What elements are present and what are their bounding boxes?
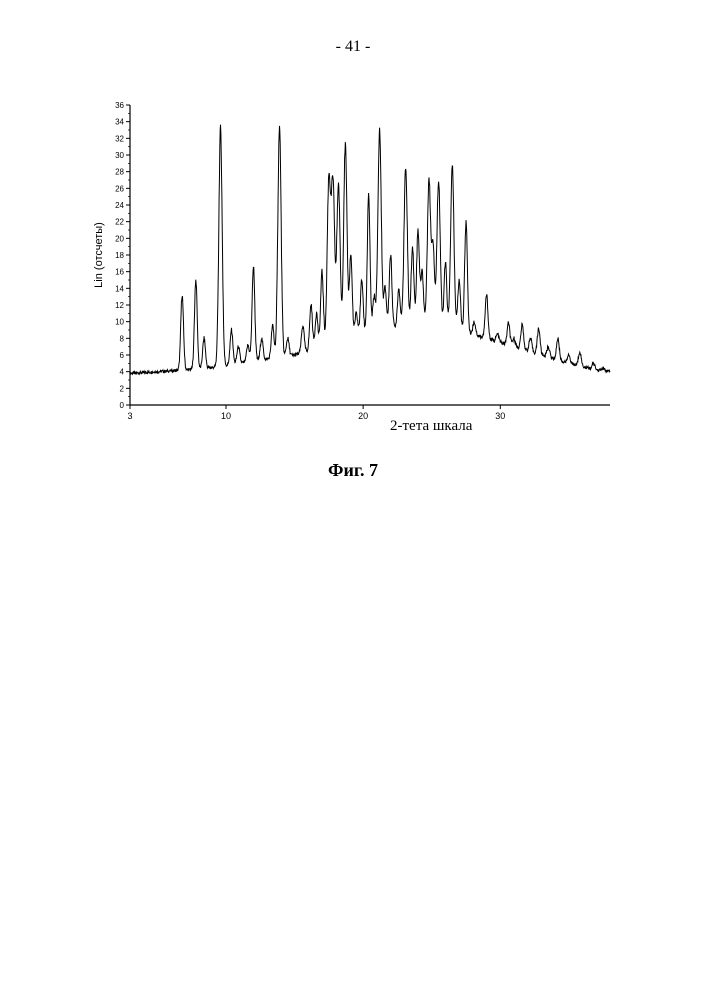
svg-text:18: 18 bbox=[115, 251, 124, 260]
svg-text:24: 24 bbox=[115, 201, 124, 210]
svg-text:22: 22 bbox=[115, 218, 124, 227]
svg-text:12: 12 bbox=[115, 301, 124, 310]
svg-text:10: 10 bbox=[115, 318, 124, 327]
svg-text:34: 34 bbox=[115, 118, 124, 127]
svg-text:16: 16 bbox=[115, 268, 124, 277]
svg-text:8: 8 bbox=[120, 334, 125, 343]
svg-text:20: 20 bbox=[115, 234, 124, 243]
svg-text:30: 30 bbox=[495, 411, 505, 421]
svg-text:28: 28 bbox=[115, 168, 124, 177]
svg-text:3: 3 bbox=[127, 411, 132, 421]
svg-text:36: 36 bbox=[115, 101, 124, 110]
chart-svg: 0246810121416182022242628303234363102030… bbox=[90, 100, 620, 430]
figure-caption: Фиг. 7 bbox=[0, 460, 706, 481]
svg-text:14: 14 bbox=[115, 284, 124, 293]
svg-text:10: 10 bbox=[221, 411, 231, 421]
xrd-chart: 0246810121416182022242628303234363102030… bbox=[90, 100, 620, 430]
svg-text:26: 26 bbox=[115, 184, 124, 193]
svg-text:30: 30 bbox=[115, 151, 124, 160]
svg-text:2: 2 bbox=[120, 384, 125, 393]
svg-text:4: 4 bbox=[120, 368, 125, 377]
svg-text:20: 20 bbox=[358, 411, 368, 421]
x-axis-label: 2-тета шкала bbox=[390, 418, 472, 435]
svg-text:32: 32 bbox=[115, 134, 124, 143]
svg-text:0: 0 bbox=[120, 401, 125, 410]
page-number: - 41 - bbox=[0, 38, 706, 56]
svg-text:6: 6 bbox=[120, 351, 125, 360]
svg-text:Lin (отсчеты): Lin (отсчеты) bbox=[93, 222, 105, 288]
